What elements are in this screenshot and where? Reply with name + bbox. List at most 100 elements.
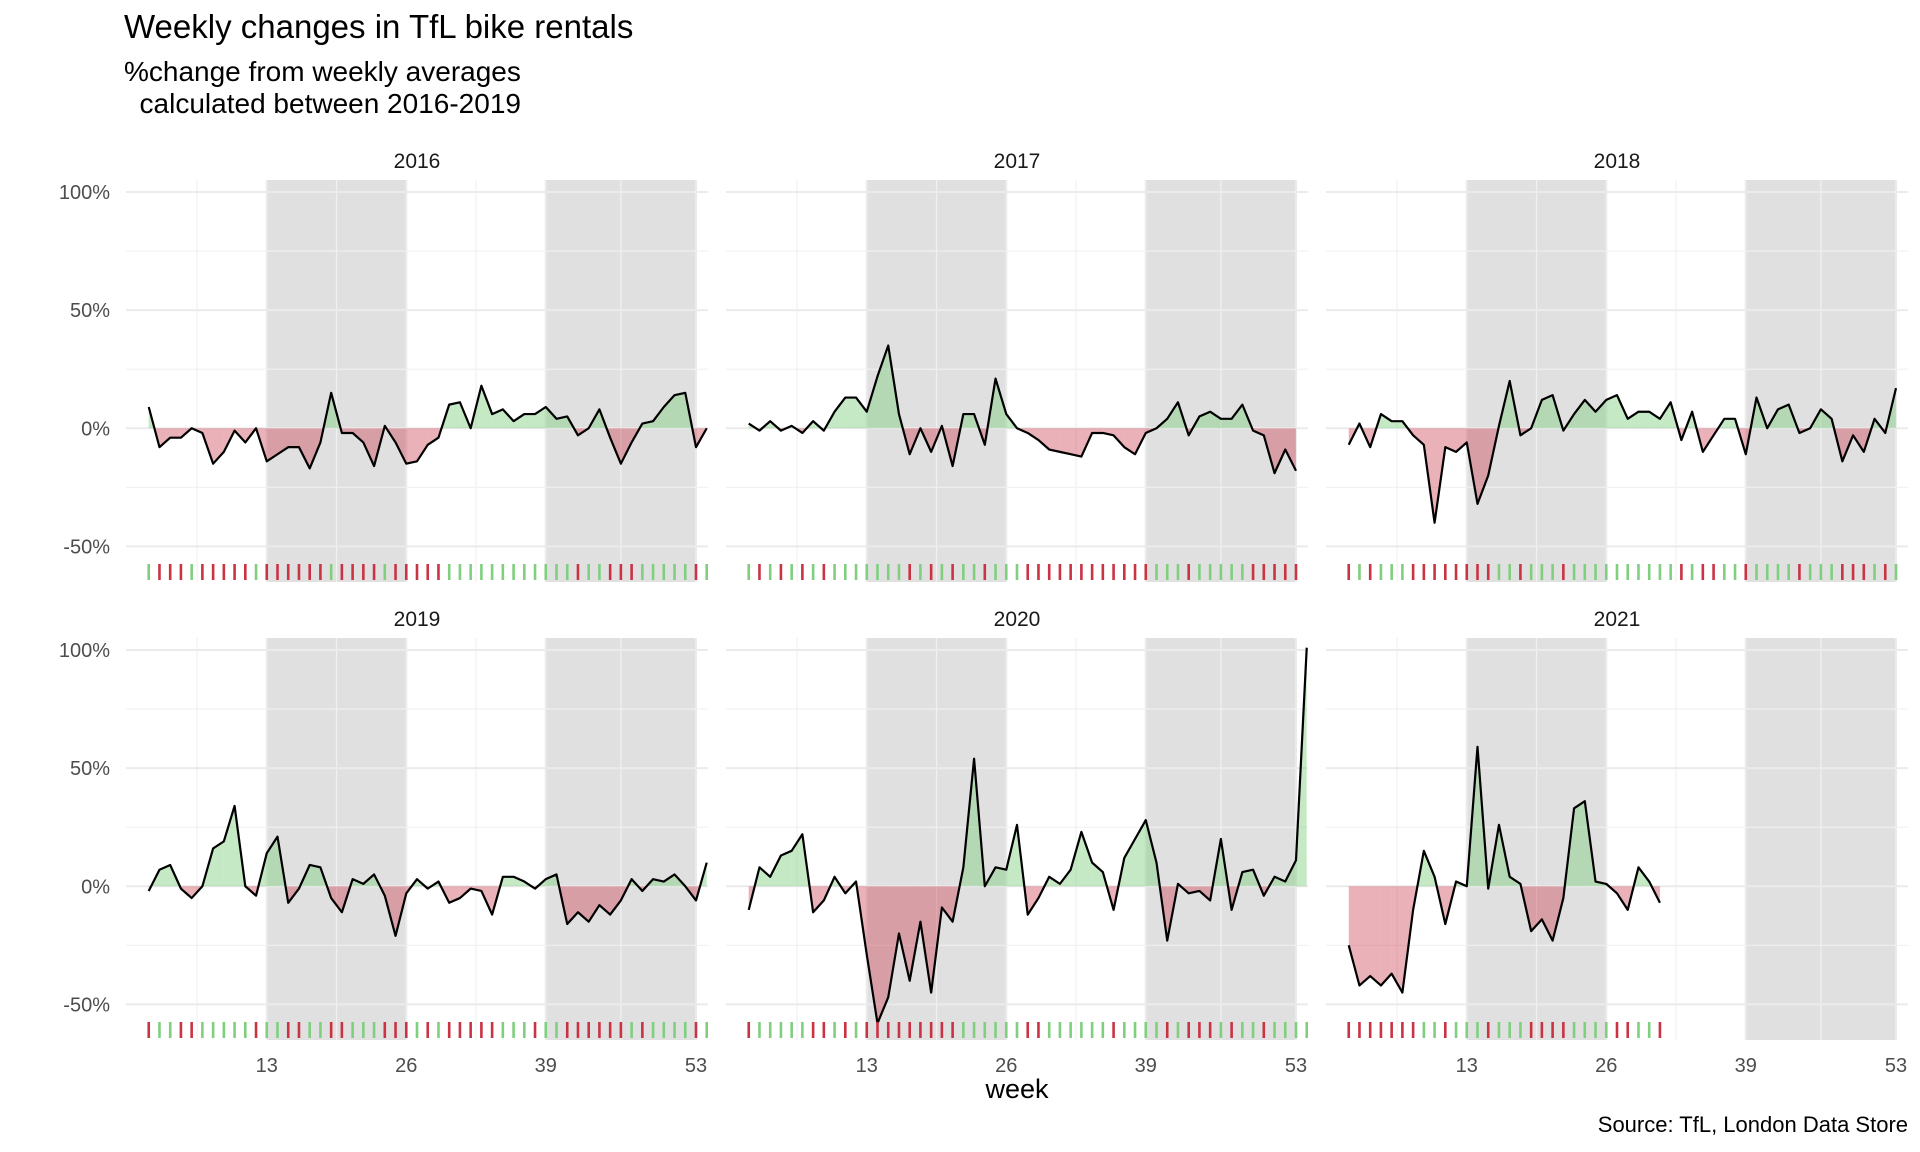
- x-tick-label: 39: [535, 1055, 557, 1077]
- negative-area: [877, 886, 889, 1024]
- positive-area: [1627, 411, 1639, 429]
- series-line-2017: [748, 344, 1297, 475]
- positive-area: [1820, 409, 1832, 429]
- negative-area: [866, 886, 878, 1024]
- negative-area: [427, 428, 439, 445]
- negative-area: [341, 428, 353, 433]
- negative-area: [309, 428, 321, 469]
- negative-area: [1531, 886, 1542, 932]
- x-tick-label: 13: [1456, 1055, 1478, 1077]
- positive-area: [1210, 411, 1221, 429]
- x-tick-label: 39: [1135, 1055, 1157, 1077]
- facet-panel-2020: 2020 13 26 39 53: [726, 608, 1309, 1077]
- positive-area: [502, 409, 514, 429]
- positive-area: [1649, 411, 1660, 429]
- facet-label-2019: 2019: [394, 608, 441, 631]
- positive-area: [653, 879, 664, 887]
- negative-area: [159, 428, 171, 448]
- positive-area: [524, 414, 536, 429]
- positive-area: [545, 406, 557, 429]
- series-line-2019: [147, 804, 708, 937]
- positive-area: [663, 395, 675, 429]
- negative-area: [813, 886, 824, 913]
- facet-label-2016: 2016: [394, 150, 441, 173]
- x-tick-label: 13: [256, 1055, 278, 1077]
- negative-area: [588, 886, 600, 922]
- positive-area: [674, 392, 686, 429]
- negative-area: [1113, 428, 1125, 448]
- negative-area: [1348, 886, 1360, 986]
- positive-area: [1659, 402, 1671, 429]
- y-tick-label: 50%: [70, 758, 110, 780]
- negative-area: [577, 886, 589, 922]
- positive-area: [159, 864, 171, 887]
- series-line-2018: [1347, 379, 1898, 524]
- positive-area: [759, 867, 771, 887]
- x-tick-label: 13: [856, 1055, 878, 1077]
- negative-area: [1456, 428, 1467, 452]
- negative-area: [1359, 886, 1371, 986]
- positive-area: [535, 406, 546, 429]
- positive-area: [1574, 801, 1585, 887]
- chart-caption: Source: TfL, London Data Store: [1597, 1112, 1908, 1137]
- positive-area: [1777, 404, 1789, 429]
- negative-area: [1038, 428, 1050, 450]
- y-tick-label: 100%: [59, 640, 110, 662]
- y-tick-label: 0%: [81, 876, 110, 898]
- negative-area: [941, 886, 953, 922]
- positive-area: [1638, 411, 1650, 429]
- negative-area: [1092, 428, 1103, 433]
- negative-area: [1370, 886, 1381, 986]
- y-tick-label: 50%: [70, 300, 110, 322]
- negative-area: [288, 428, 299, 448]
- facet-panel-2016: 2016 -50% 0% 50% 100%: [59, 150, 709, 582]
- negative-area: [1070, 428, 1082, 457]
- negative-area: [1445, 428, 1457, 452]
- negative-area: [1380, 886, 1392, 986]
- negative-area: [406, 428, 417, 464]
- positive-area: [1584, 399, 1596, 429]
- positive-area: [1391, 421, 1403, 429]
- negative-area: [1391, 886, 1403, 993]
- facet-panel-2017: 2017: [726, 150, 1308, 582]
- positive-area: [513, 414, 525, 429]
- positive-area: [1092, 862, 1103, 887]
- positive-area: [856, 397, 867, 429]
- y-tick-label: -50%: [63, 994, 110, 1016]
- positive-area: [481, 385, 493, 429]
- negative-area: [298, 428, 310, 469]
- negative-area: [1059, 428, 1071, 455]
- negative-area: [1541, 886, 1553, 941]
- negative-area: [610, 886, 621, 915]
- facet-label-2018: 2018: [1594, 150, 1641, 173]
- y-tick-label: 0%: [81, 418, 110, 440]
- positive-area: [1135, 820, 1146, 887]
- x-tick-label: 53: [1285, 1055, 1307, 1077]
- positive-area: [1606, 395, 1617, 429]
- chart-title: Weekly changes in TfL bike rentals: [124, 8, 634, 45]
- negative-area: [417, 428, 428, 462]
- positive-area: [877, 345, 889, 429]
- x-tick-label: 53: [1885, 1055, 1907, 1077]
- positive-area: [1595, 399, 1607, 429]
- negative-area: [1413, 428, 1424, 445]
- x-tick-label: 26: [1595, 1055, 1617, 1077]
- positive-area: [1124, 839, 1136, 887]
- positive-area: [545, 874, 557, 887]
- facet-panel-2019: 2019 -50% 0% 50% 100% 13 26 39 53: [59, 608, 709, 1077]
- positive-area: [1145, 820, 1157, 887]
- negative-area: [1027, 886, 1039, 915]
- negative-area: [266, 428, 278, 462]
- positive-area: [1220, 418, 1232, 429]
- series-line-2020: [747, 647, 1308, 1025]
- positive-area: [1380, 414, 1392, 429]
- negative-area: [1049, 428, 1060, 452]
- facet-label-2020: 2020: [994, 608, 1041, 631]
- positive-area: [1231, 404, 1243, 429]
- negative-area: [920, 886, 932, 993]
- x-axis-title: week: [984, 1074, 1049, 1104]
- positive-area: [845, 397, 857, 429]
- positive-area: [995, 867, 1007, 887]
- x-tick-label: 26: [395, 1055, 417, 1077]
